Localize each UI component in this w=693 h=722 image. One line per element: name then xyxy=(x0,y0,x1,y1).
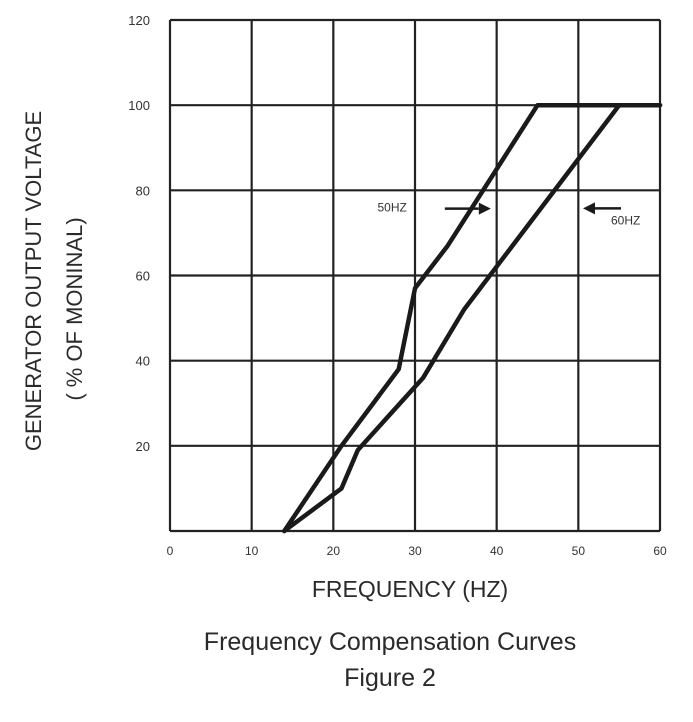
x-tick-label: 30 xyxy=(408,544,422,558)
x-tick-label: 40 xyxy=(490,544,504,558)
y-tick-label: 100 xyxy=(128,98,150,113)
arrow-head-50hz xyxy=(478,202,491,215)
x-tick-label: 50 xyxy=(572,544,586,558)
y-tick-label: 40 xyxy=(136,354,150,369)
annotation-50hz-label: 50HZ xyxy=(377,201,406,215)
figure-caption-title: Frequency Compensation Curves xyxy=(203,628,577,656)
y-tick-label: 120 xyxy=(128,13,150,28)
y-tick-label: 60 xyxy=(136,269,150,284)
x-tick-label: 60 xyxy=(653,544,667,558)
annotation-60hz-label: 60HZ xyxy=(611,213,640,227)
y-axis-label: GENERATOR OUTPUT VOLTAGE xyxy=(21,110,46,452)
curve-60hz xyxy=(282,102,663,534)
y-axis-label-unit: ( % OF MONINAL) xyxy=(62,217,87,401)
figure-caption-number: Figure 2 xyxy=(344,664,436,692)
curve-50hz xyxy=(282,102,663,534)
grid xyxy=(168,18,662,533)
x-tick-label: 0 xyxy=(167,544,174,558)
x-tick-label: 20 xyxy=(327,544,341,558)
tick-labels: 0 10 20 30 40 50 60 20 40 60 80 100 120 xyxy=(128,13,667,558)
x-axis-label: FREQUENCY (HZ) xyxy=(311,576,509,602)
arrow-head-60hz xyxy=(583,202,595,215)
curves xyxy=(282,102,663,534)
x-tick-label: 10 xyxy=(245,544,259,558)
annotations: 50HZ 60HZ xyxy=(377,201,640,228)
y-tick-label: 20 xyxy=(136,439,150,454)
y-tick-label: 80 xyxy=(136,183,150,198)
